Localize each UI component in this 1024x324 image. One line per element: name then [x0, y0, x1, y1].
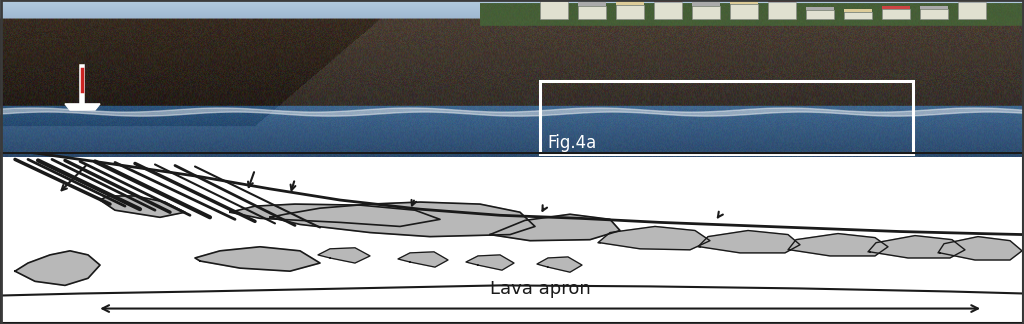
Polygon shape [938, 237, 1022, 260]
Bar [692, 3, 720, 6]
Polygon shape [788, 234, 888, 256]
Polygon shape [490, 214, 620, 241]
Bar [540, 1, 568, 19]
Polygon shape [270, 202, 535, 237]
Bar [958, 3, 986, 19]
Bar [882, 9, 910, 19]
Polygon shape [195, 247, 319, 271]
Polygon shape [100, 196, 185, 217]
Bar [844, 12, 872, 19]
Bar [882, 6, 910, 9]
Bar [540, 81, 913, 154]
Bar [616, 1, 644, 5]
Polygon shape [65, 104, 100, 110]
Polygon shape [398, 252, 449, 267]
Polygon shape [598, 226, 710, 250]
Bar [806, 6, 834, 10]
Bar [730, 0, 758, 4]
Polygon shape [466, 255, 514, 270]
Bar [654, 0, 682, 3]
Bar [768, 3, 796, 19]
Polygon shape [698, 230, 800, 253]
Bar [958, 0, 986, 3]
Bar [654, 3, 682, 19]
Polygon shape [537, 257, 582, 272]
Polygon shape [868, 236, 965, 258]
Bar [920, 6, 948, 9]
Bar [578, 3, 606, 6]
Bar [540, 0, 568, 1]
Polygon shape [230, 204, 440, 226]
Bar [768, 0, 796, 3]
Bar [806, 10, 834, 19]
Bar [730, 4, 758, 19]
Text: Fig.4a: Fig.4a [548, 134, 597, 152]
Text: Lava apron: Lava apron [489, 280, 591, 298]
Bar [920, 9, 948, 19]
Bar [616, 5, 644, 19]
Polygon shape [318, 248, 370, 263]
Bar [692, 6, 720, 19]
Bar [578, 6, 606, 19]
Bar [844, 9, 872, 12]
Polygon shape [15, 251, 100, 285]
